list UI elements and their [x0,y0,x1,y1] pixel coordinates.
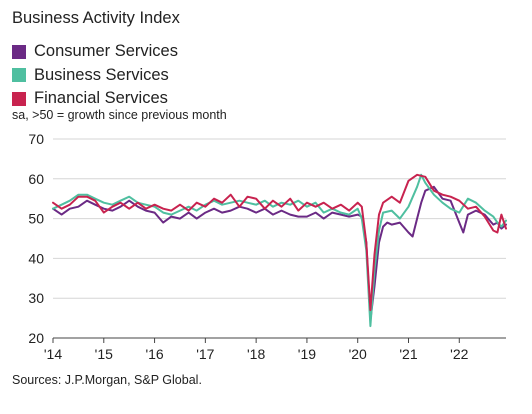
legend: Consumer Services Business Services Fina… [12,40,178,111]
x-tick-label-2019: '19 [298,346,316,362]
x-tick-label-2015: '15 [95,346,113,362]
y-tick-label-30: 30 [28,290,44,306]
x-tick-label-2017: '17 [196,346,214,362]
y-tick-label-70: 70 [28,131,44,147]
legend-label-financial-services: Financial Services [34,89,168,108]
chart-title: Business Activity Index [12,9,180,27]
legend-item-business-services: Business Services [12,64,178,88]
x-tick-label-2022: '22 [450,346,468,362]
y-tick-label-60: 60 [28,171,44,187]
x-tick-label-2021: '21 [399,346,417,362]
legend-item-financial-services: Financial Services [12,87,178,111]
x-tick-label-2016: '16 [145,346,163,362]
x-tick-label-2020: '20 [349,346,367,362]
grid-lines [53,138,506,299]
legend-swatch-business-services [12,68,26,83]
source-note: Sources: J.P.Morgan, S&P Global. [12,373,202,387]
chart-subtitle: sa, >50 = growth since previous month [12,108,227,122]
legend-label-consumer-services: Consumer Services [34,42,178,61]
series-line-consumer-services [52,185,507,322]
legend-swatch-financial-services [12,91,26,106]
series-lines [52,173,507,328]
y-tick-label-20: 20 [28,330,44,346]
legend-label-business-services: Business Services [34,65,169,84]
series-line-financial-services [52,173,507,312]
y-tick-label-40: 40 [28,250,44,266]
axes: 20 30 40 50 60 70 '14 '15 '16 '17 '18 '19 '20 '21 '22 [28,131,506,362]
series-line-business-services [52,173,507,328]
x-tick-label-2014: '14 [44,346,62,362]
x-tick-label-2018: '18 [247,346,265,362]
legend-item-consumer-services: Consumer Services [12,40,178,64]
y-tick-label-50: 50 [28,211,44,227]
legend-swatch-consumer-services [12,44,26,59]
